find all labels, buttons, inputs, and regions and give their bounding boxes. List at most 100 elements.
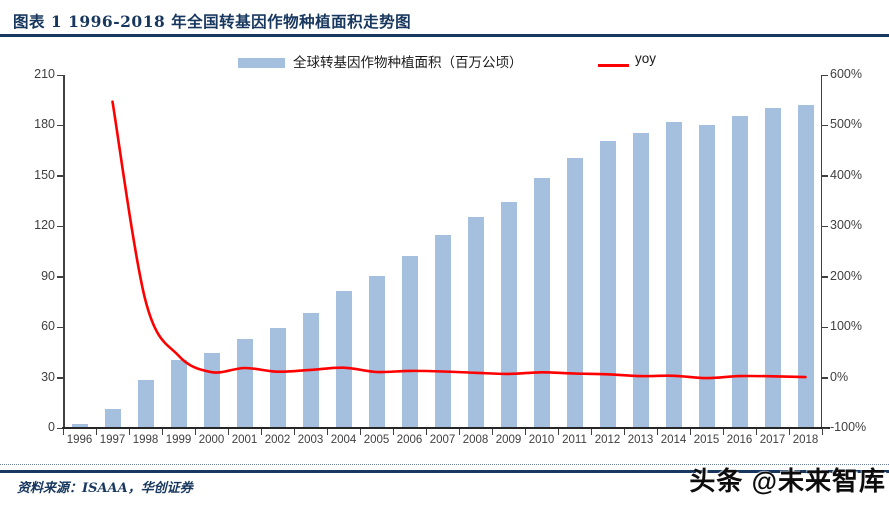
- x-axis-tick: [722, 429, 724, 435]
- y-axis-label-left: 30: [41, 369, 55, 384]
- x-axis-label: 1996: [66, 434, 93, 446]
- bar: [797, 104, 814, 427]
- x-axis-label: 2000: [198, 434, 225, 446]
- x-axis-label: 2008: [462, 434, 489, 446]
- x-axis-tick: [326, 429, 328, 435]
- x-axis-tick: [623, 429, 625, 435]
- y-axis-tick: [57, 427, 63, 429]
- x-axis-tick: [95, 429, 97, 435]
- x-axis-tick: [689, 429, 691, 435]
- bar: [599, 140, 616, 427]
- x-axis-label: 2005: [363, 434, 390, 446]
- bar: [533, 178, 550, 427]
- bar: [665, 121, 682, 427]
- bar: [104, 408, 121, 427]
- yoy-line: [111, 100, 807, 380]
- x-axis-label: 2017: [759, 434, 786, 446]
- x-axis-tick: [260, 429, 262, 435]
- x-axis-label: 2004: [330, 434, 357, 446]
- y-axis-tick: [57, 74, 63, 76]
- y-axis-label-left: 180: [34, 117, 55, 132]
- y-axis-tick: [822, 225, 828, 228]
- bar: [731, 115, 748, 427]
- bar: [137, 380, 154, 427]
- x-axis-label: 2003: [297, 434, 324, 446]
- bar: [71, 424, 88, 427]
- legend-line-swatch: [598, 64, 629, 67]
- y-axis-tick: [822, 175, 828, 177]
- bar: [434, 234, 451, 427]
- y-axis-left: [63, 75, 65, 428]
- plot-area: 210 600% 180 500% 150 400% 120 300% 90 200% 60 100%…: [34, 67, 866, 446]
- x-axis-tick: [590, 429, 592, 435]
- y-axis-label-left: 150: [34, 167, 55, 182]
- y-axis-label-right: 300%: [830, 218, 862, 233]
- x-axis-tick: [128, 429, 130, 435]
- x-axis: [62, 427, 830, 429]
- y-axis-tick: [822, 427, 828, 429]
- y-axis-label-right: 100%: [830, 319, 862, 334]
- x-axis-label: 1999: [165, 434, 192, 446]
- y-axis-label-left: 0: [48, 420, 55, 434]
- x-axis-label: 2014: [660, 434, 687, 446]
- x-axis-tick: [458, 429, 460, 435]
- y-axis-tick: [57, 276, 63, 278]
- x-axis-label: 2002: [264, 434, 291, 446]
- title-underline: [0, 34, 889, 37]
- y-axis-label-right: 200%: [830, 268, 862, 283]
- bar: [368, 275, 385, 427]
- y-axis-tick: [57, 225, 63, 228]
- bar: [236, 338, 253, 427]
- x-axis-label: 2006: [396, 434, 423, 446]
- x-axis-label: 2001: [231, 434, 258, 446]
- y-axis-tick: [57, 326, 63, 329]
- x-axis-tick: [788, 429, 790, 435]
- x-axis-tick: [392, 429, 394, 435]
- x-axis-label: 1998: [132, 434, 159, 446]
- x-axis-tick: [227, 429, 229, 435]
- y-axis-tick: [822, 124, 828, 127]
- x-axis-label: 2007: [429, 434, 456, 446]
- x-axis-tick: [293, 429, 295, 435]
- legend-line-label: yoy: [635, 51, 657, 66]
- y-axis-label-right: 0%: [830, 369, 849, 384]
- bar: [698, 124, 715, 427]
- watermark: 头条 @未来智库: [689, 466, 886, 496]
- y-axis-label-left: 120: [34, 218, 55, 233]
- bar: [764, 107, 781, 427]
- x-axis-label: 2010: [528, 434, 555, 446]
- bar: [269, 328, 286, 427]
- x-axis-tick: [161, 429, 163, 435]
- y-axis-right: [820, 75, 822, 428]
- y-axis-tick: [822, 326, 828, 329]
- y-axis-tick: [57, 175, 63, 177]
- y-axis-label-left: 210: [34, 67, 55, 81]
- x-axis-tick: [821, 429, 823, 435]
- bar: [500, 201, 517, 427]
- y-axis-label-right: -100%: [830, 420, 867, 434]
- x-axis-label: 2018: [792, 434, 819, 446]
- y-axis-label-right: 400%: [830, 167, 862, 182]
- x-axis-label: 2009: [495, 434, 522, 446]
- x-axis-tick: [425, 429, 427, 435]
- source-note: 资料来源：ISAAA，华创证券: [17, 481, 193, 496]
- x-axis-label: 2013: [627, 434, 654, 446]
- x-axis-tick: [755, 429, 757, 435]
- y-axis-label-right: 600%: [830, 67, 862, 81]
- x-axis-label: 1997: [99, 434, 126, 446]
- y-axis-label-right: 500%: [830, 117, 862, 132]
- y-axis-label-left: 90: [41, 268, 55, 283]
- x-axis-label: 2016: [726, 434, 753, 446]
- y-axis-label-left: 60: [41, 319, 55, 334]
- bar: [170, 359, 187, 427]
- bar: [401, 255, 418, 427]
- x-axis-label: 2012: [594, 434, 621, 446]
- footer-solid-rule: [0, 470, 889, 473]
- x-axis-tick: [194, 429, 196, 435]
- y-axis-tick: [57, 377, 63, 379]
- bar: [335, 290, 352, 427]
- x-axis-tick: [557, 429, 559, 435]
- x-axis-label: 2015: [693, 434, 720, 446]
- legend-bar-swatch: [238, 58, 285, 68]
- y-axis-tick: [57, 124, 63, 127]
